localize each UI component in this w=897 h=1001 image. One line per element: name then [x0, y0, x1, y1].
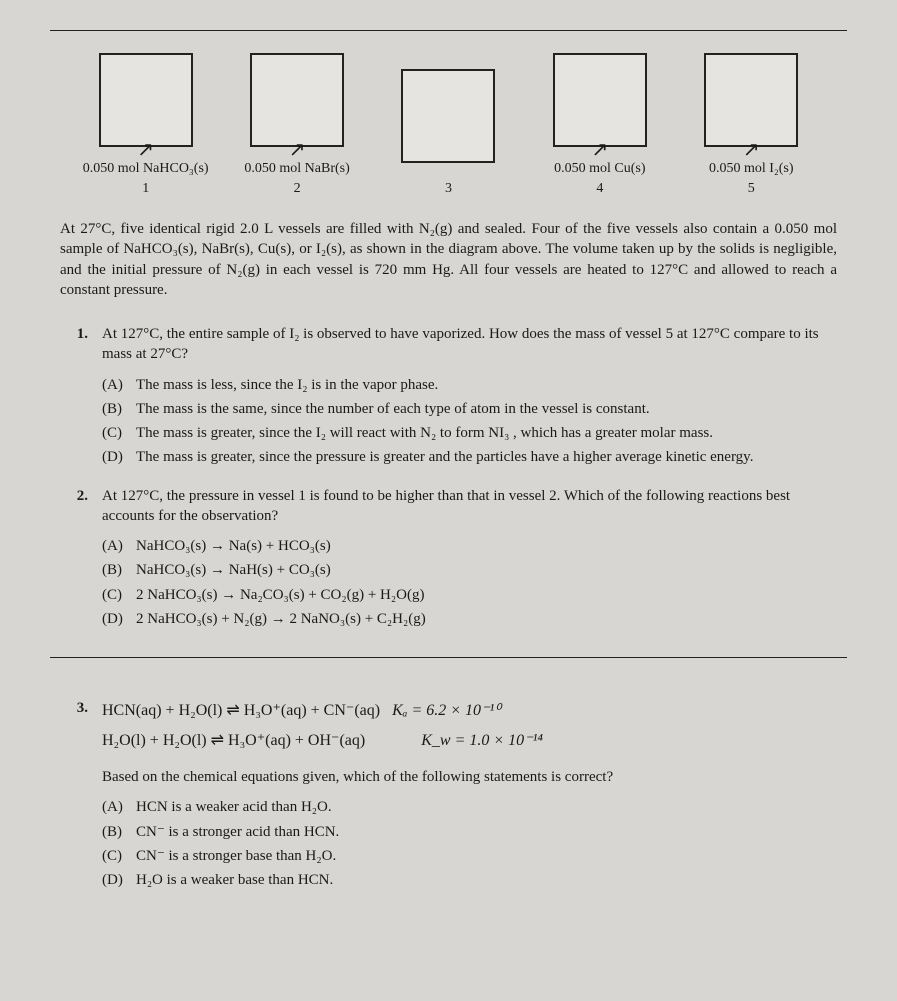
question-number: 2. [50, 486, 102, 640]
top-rule [50, 30, 847, 31]
vessel-number: 5 [748, 181, 755, 197]
equation-2: H₂O(l) + H₂O(l) ⇌ H₃O⁺(aq) + OH⁻(aq) K_w… [102, 730, 837, 752]
choice-a: (A)The mass is less, since the I₂ is in … [102, 375, 837, 395]
choice-d: (D)The mass is greater, since the pressu… [102, 447, 837, 467]
equation-1-left: HCN(aq) + H₂O(l) ⇌ H₃O⁺(aq) + CN⁻(aq) [102, 702, 380, 719]
vessel-number: 3 [445, 181, 452, 197]
choice-c: (C)The mass is greater, since the I₂ wil… [102, 423, 837, 443]
choice-label: (C) [102, 585, 136, 605]
choice-text: NaHCO₃(s) → Na(s) + HCO₃(s) [136, 536, 331, 556]
vessel-number: 2 [294, 181, 301, 197]
vessel-box [401, 69, 495, 163]
choice-label: (A) [102, 797, 136, 817]
vessel-box [553, 53, 647, 147]
choice-c: (C)2 NaHCO₃(s) → Na₂CO₃(s) + CO₂(g) + H₂… [102, 585, 837, 605]
arrow-icon: ↗ [137, 145, 154, 155]
choice-label: (D) [102, 609, 136, 629]
choice-list: (A)HCN is a weaker acid than H₂O. (B)CN⁻… [102, 797, 837, 890]
vessel-box [704, 53, 798, 147]
arrow-icon: ↗ [743, 145, 760, 155]
choice-list: (A)NaHCO₃(s) → Na(s) + HCO₃(s) (B)NaHCO₃… [102, 536, 837, 629]
choice-text: The mass is greater, since the I₂ will r… [136, 423, 713, 443]
vessel-4: ↗ 0.050 mol Cu(s) 4 [535, 53, 665, 197]
intro-paragraph: At 27°C, five identical rigid 2.0 L vess… [60, 219, 837, 300]
vessel-number: 4 [596, 181, 603, 197]
choice-text: H₂O is a weaker base than HCN. [136, 870, 333, 890]
choice-a: (A)NaHCO₃(s) → Na(s) + HCO₃(s) [102, 536, 837, 556]
question-3: 3. HCN(aq) + H₂O(l) ⇌ H₃O⁺(aq) + CN⁻(aq)… [50, 698, 837, 900]
arrow-icon: ↗ [591, 145, 608, 155]
equation-2-left: H₂O(l) + H₂O(l) ⇌ H₃O⁺(aq) + OH⁻(aq) [102, 732, 365, 749]
choice-list: (A)The mass is less, since the I₂ is in … [102, 375, 837, 468]
choice-text: The mass is less, since the I₂ is in the… [136, 375, 438, 395]
choice-b: (B)CN⁻ is a stronger acid than HCN. [102, 822, 837, 842]
question-stem: At 127°C, the entire sample of I₂ is obs… [102, 324, 837, 365]
vessel-2: ↗ 0.050 mol NaBr(s) 2 [232, 53, 362, 197]
question-stem: Based on the chemical equations given, w… [102, 767, 837, 787]
equation-1-right: Kₐ = 6.2 × 10⁻¹⁰ [392, 702, 501, 719]
choice-label: (C) [102, 846, 136, 866]
question-number: 3. [50, 698, 102, 900]
vessel-number: 1 [142, 181, 149, 197]
vessel-box [99, 53, 193, 147]
choice-label: (B) [102, 399, 136, 419]
choice-text: CN⁻ is a stronger acid than HCN. [136, 822, 339, 842]
choice-text: CN⁻ is a stronger base than H₂O. [136, 846, 336, 866]
section-rule [50, 657, 847, 658]
vessel-label: 0.050 mol I₂(s) [709, 161, 794, 177]
vessel-label: 0.050 mol NaBr(s) [244, 161, 349, 177]
vessel-diagram: ↗ 0.050 mol NaHCO₃(s) 1 ↗ 0.050 mol NaBr… [70, 53, 827, 197]
vessel-label: 0.050 mol NaHCO₃(s) [83, 161, 209, 177]
arrow-icon: ↗ [289, 145, 306, 155]
choice-label: (A) [102, 536, 136, 556]
choice-text: HCN is a weaker acid than H₂O. [136, 797, 332, 817]
question-2: 2. At 127°C, the pressure in vessel 1 is… [50, 486, 837, 640]
choice-label: (C) [102, 423, 136, 443]
choice-c: (C)CN⁻ is a stronger base than H₂O. [102, 846, 837, 866]
choice-label: (D) [102, 870, 136, 890]
question-number: 1. [50, 324, 102, 478]
choice-text: 2 NaHCO₃(s) + N₂(g) → 2 NaNO₃(s) + C₂H₂(… [136, 609, 426, 629]
choice-text: 2 NaHCO₃(s) → Na₂CO₃(s) + CO₂(g) + H₂O(g… [136, 585, 424, 605]
choice-label: (A) [102, 375, 136, 395]
question-1: 1. At 127°C, the entire sample of I₂ is … [50, 324, 837, 478]
vessel-1: ↗ 0.050 mol NaHCO₃(s) 1 [81, 53, 211, 197]
equation-1: HCN(aq) + H₂O(l) ⇌ H₃O⁺(aq) + CN⁻(aq) Kₐ… [102, 700, 837, 722]
choice-text: The mass is greater, since the pressure … [136, 447, 753, 467]
vessel-label: 0.050 mol Cu(s) [554, 161, 645, 177]
choice-b: (B)NaHCO₃(s) → NaH(s) + CO₃(s) [102, 560, 837, 580]
vessel-3: ↗ 3 [383, 69, 513, 197]
choice-label: (B) [102, 560, 136, 580]
choice-d: (D)H₂O is a weaker base than HCN. [102, 870, 837, 890]
choice-b: (B)The mass is the same, since the numbe… [102, 399, 837, 419]
vessel-5: ↗ 0.050 mol I₂(s) 5 [686, 53, 816, 197]
choice-label: (D) [102, 447, 136, 467]
vessel-box [250, 53, 344, 147]
choice-label: (B) [102, 822, 136, 842]
question-stem: At 127°C, the pressure in vessel 1 is fo… [102, 486, 837, 527]
choice-text: The mass is the same, since the number o… [136, 399, 650, 419]
choice-a: (A)HCN is a weaker acid than H₂O. [102, 797, 837, 817]
equation-2-right: K_w = 1.0 × 10⁻¹⁴ [421, 732, 543, 749]
choice-text: NaHCO₃(s) → NaH(s) + CO₃(s) [136, 560, 331, 580]
choice-d: (D)2 NaHCO₃(s) + N₂(g) → 2 NaNO₃(s) + C₂… [102, 609, 837, 629]
